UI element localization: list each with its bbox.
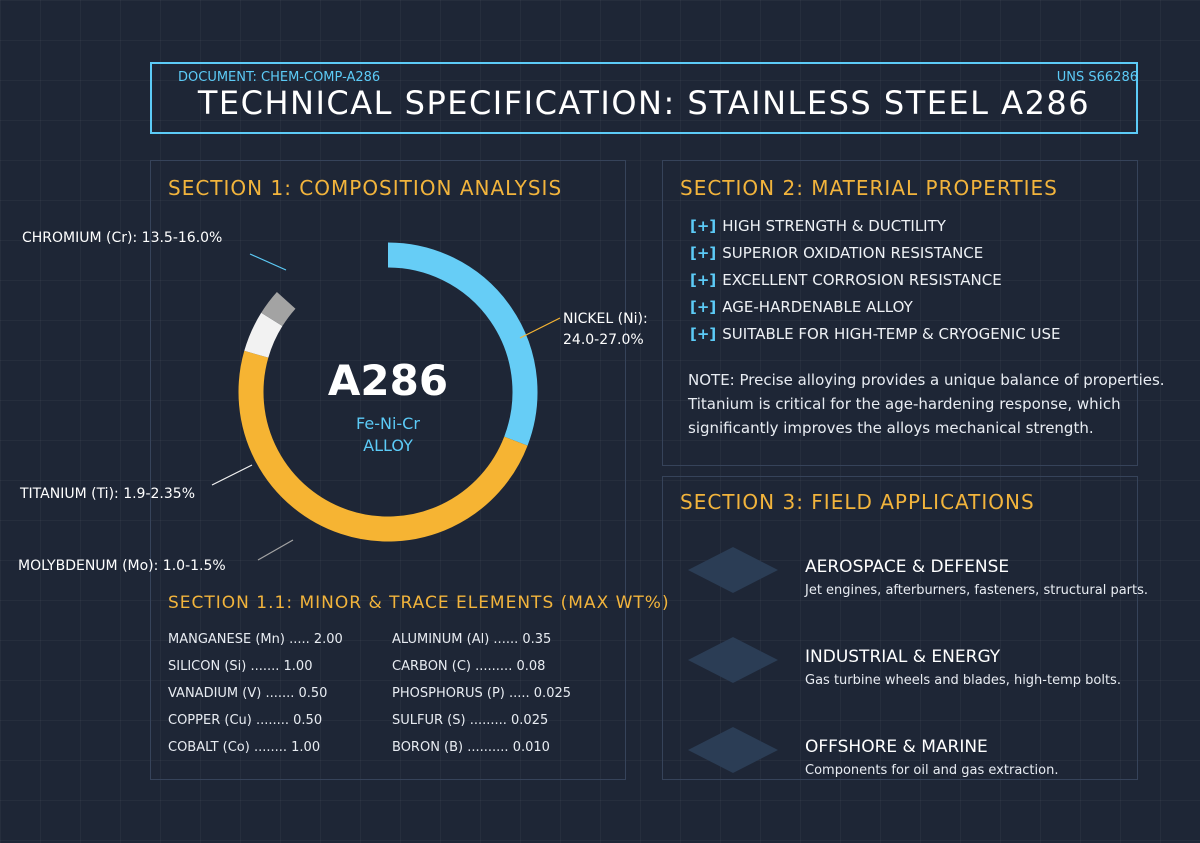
- page-title: TECHNICAL SPECIFICATION: STAINLESS STEEL…: [197, 84, 1091, 122]
- application-heading: OFFSHORE & MARINE: [805, 737, 988, 757]
- note-line: significantly improves the alloys mechan…: [688, 419, 1094, 437]
- property-text: SUPERIOR OXIDATION RESISTANCE: [722, 244, 984, 262]
- note-line: Titanium is critical for the age-hardeni…: [688, 395, 1121, 413]
- callout-line: [519, 317, 561, 339]
- bullet-marker: [+]: [690, 325, 717, 343]
- property-item: [+] AGE-HARDENABLE ALLOY: [690, 300, 913, 315]
- ring-segment: [244, 312, 283, 359]
- application-icon: [688, 547, 778, 593]
- trace-element: BORON (B) .......... 0.010: [392, 740, 550, 755]
- ring-segment: [261, 291, 296, 327]
- note-line: NOTE: Precise alloying provides a unique…: [688, 371, 1165, 389]
- application-heading: INDUSTRIAL & ENERGY: [805, 647, 1001, 667]
- application-icon: [688, 637, 778, 683]
- property-text: EXCELLENT CORROSION RESISTANCE: [722, 271, 1002, 289]
- trace-element: COPPER (Cu) ........ 0.50: [168, 713, 323, 728]
- trace-element: VANADIUM (V) ....... 0.50: [168, 686, 328, 701]
- application-description: Components for oil and gas extraction.: [805, 763, 1059, 778]
- ring-center-title: A286: [327, 356, 449, 405]
- callout-line: [211, 464, 253, 486]
- property-item: [+] SUITABLE FOR HIGH-TEMP & CRYOGENIC US…: [690, 327, 1061, 342]
- callout-label: 24.0-27.0%: [563, 332, 644, 348]
- trace-element: CARBON (C) ......... 0.08: [392, 659, 546, 674]
- property-item: [+] EXCELLENT CORROSION RESISTANCE: [690, 273, 1002, 288]
- property-text: HIGH STRENGTH & DUCTILITY: [722, 217, 946, 235]
- application-heading: AEROSPACE & DEFENSE: [805, 557, 1010, 577]
- bullet-marker: [+]: [690, 217, 717, 235]
- property-item: [+] SUPERIOR OXIDATION RESISTANCE: [690, 246, 983, 261]
- trace-element: COBALT (Co) ........ 1.00: [168, 740, 321, 755]
- section-1-panel: [150, 160, 626, 780]
- property-text: AGE-HARDENABLE ALLOY: [722, 298, 913, 316]
- section-title: SECTION 1: COMPOSITION ANALYSIS: [168, 176, 563, 200]
- callout-line: [249, 253, 287, 271]
- ring-segment: [387, 242, 538, 446]
- callout-label: MOLYBDENUM (Mo): 1.0-1.5%: [18, 558, 226, 574]
- ring-center-subtitle: ALLOY: [363, 436, 413, 455]
- subsection-title: SECTION 1.1: MINOR & TRACE ELEMENTS (MAX…: [168, 593, 670, 613]
- application-description: Gas turbine wheels and blades, high-temp…: [805, 673, 1121, 688]
- bullet-marker: [+]: [690, 298, 717, 316]
- property-item: [+] HIGH STRENGTH & DUCTILITY: [690, 219, 946, 234]
- application-description: Jet engines, afterburners, fasteners, st…: [805, 583, 1149, 598]
- callout-line: [257, 539, 294, 561]
- uns-number: UNS S66286: [1056, 70, 1138, 85]
- callout-label: TITANIUM (Ti): 1.9-2.35%: [20, 486, 195, 502]
- property-text: SUITABLE FOR HIGH-TEMP & CRYOGENIC USE: [722, 325, 1061, 343]
- callout-label: CHROMIUM (Cr): 13.5-16.0%: [22, 230, 223, 246]
- trace-element: ALUMINUM (Al) ...... 0.35: [392, 632, 552, 647]
- section-2-panel: [662, 160, 1138, 466]
- bullet-marker: [+]: [690, 244, 717, 262]
- section-3-panel: [662, 476, 1138, 780]
- trace-element: MANGANESE (Mn) ..... 2.00: [168, 632, 343, 647]
- header-box: [150, 62, 1138, 134]
- application-icon: [688, 727, 778, 773]
- section-title: SECTION 2: MATERIAL PROPERTIES: [680, 176, 1058, 200]
- trace-element: SULFUR (S) ......... 0.025: [392, 713, 549, 728]
- bullet-marker: [+]: [690, 271, 717, 289]
- document-id: DOCUMENT: CHEM-COMP-A286: [178, 70, 381, 85]
- callout-label: NICKEL (Ni):: [563, 311, 648, 327]
- ring-center-subtitle: Fe-Ni-Cr: [356, 414, 420, 433]
- trace-element: PHOSPHORUS (P) ..... 0.025: [392, 686, 572, 701]
- section-title: SECTION 3: FIELD APPLICATIONS: [680, 490, 1035, 514]
- trace-element: SILICON (Si) ....... 1.00: [168, 659, 313, 674]
- ring-segment: [238, 350, 528, 542]
